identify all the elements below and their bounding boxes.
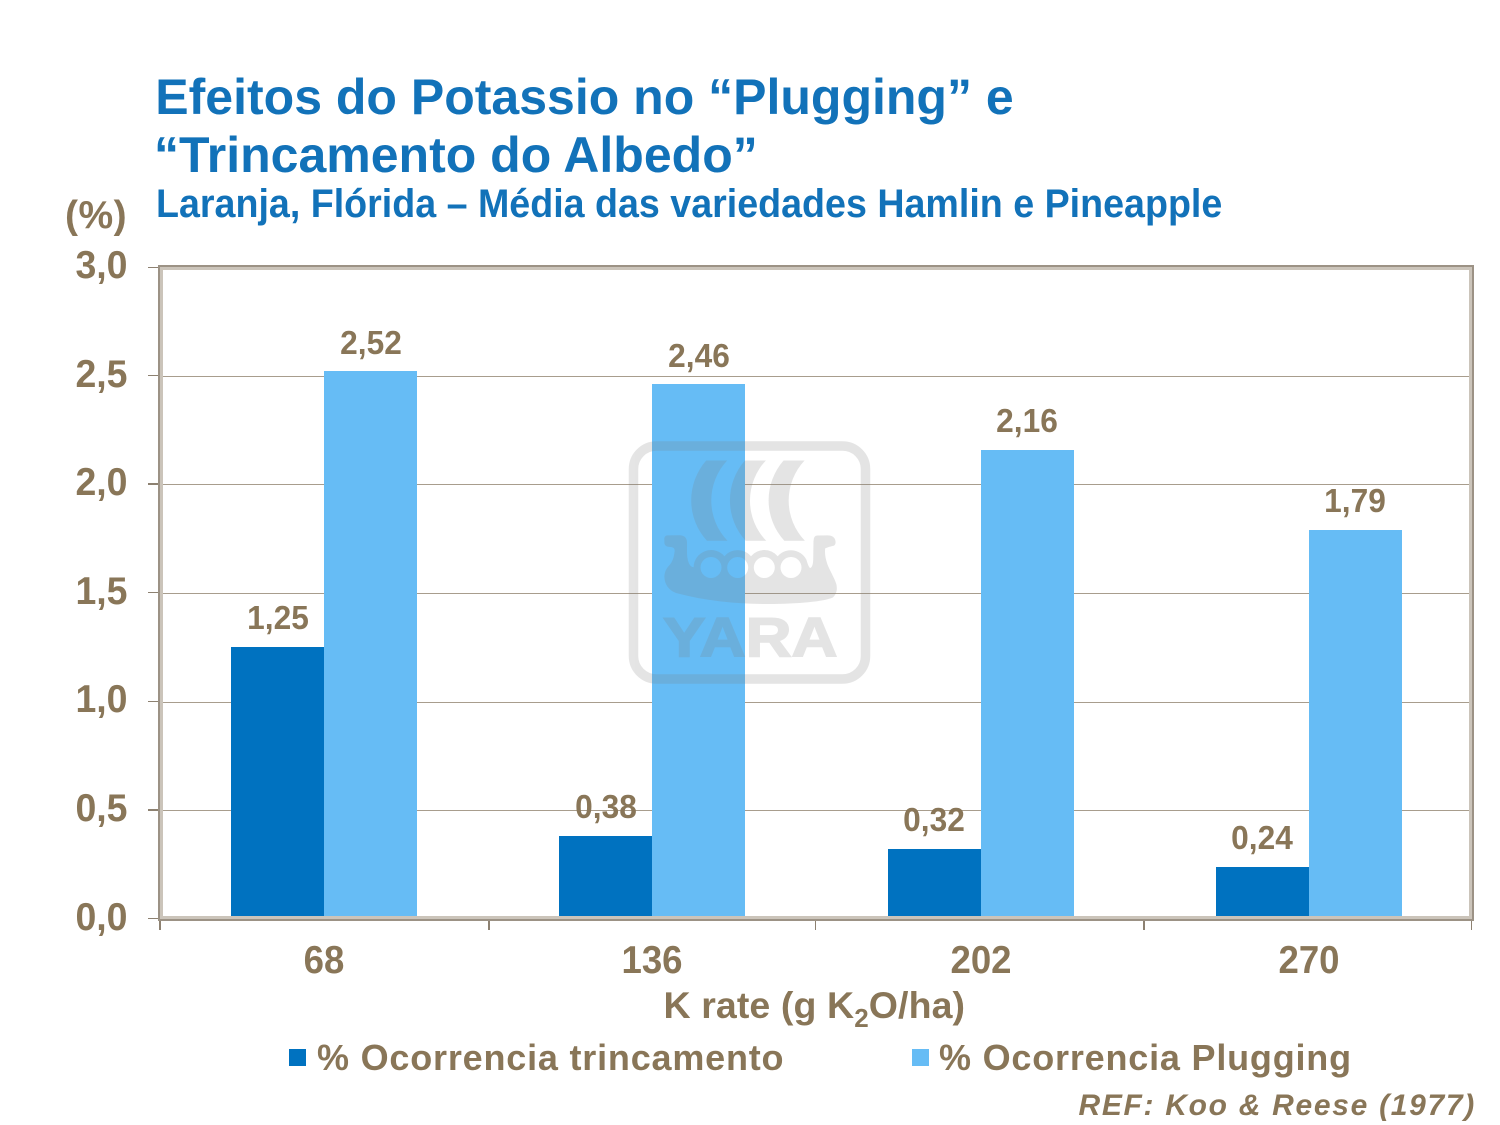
svg-text:YARA: YARA — [663, 606, 838, 668]
